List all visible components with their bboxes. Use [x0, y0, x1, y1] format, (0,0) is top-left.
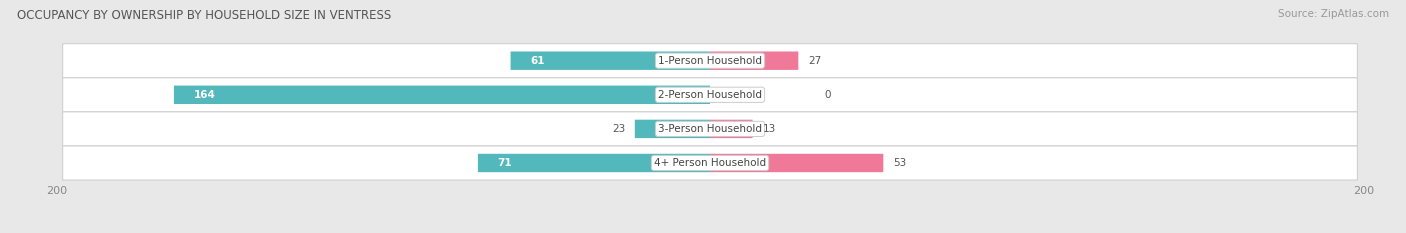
FancyBboxPatch shape [710, 51, 799, 70]
FancyBboxPatch shape [63, 112, 1357, 146]
FancyBboxPatch shape [63, 78, 1357, 112]
Text: 2-Person Household: 2-Person Household [658, 90, 762, 100]
FancyBboxPatch shape [710, 120, 752, 138]
Text: 23: 23 [612, 124, 626, 134]
Text: 71: 71 [498, 158, 512, 168]
Text: Source: ZipAtlas.com: Source: ZipAtlas.com [1278, 9, 1389, 19]
Text: 3-Person Household: 3-Person Household [658, 124, 762, 134]
Text: 13: 13 [762, 124, 776, 134]
FancyBboxPatch shape [63, 146, 1357, 180]
FancyBboxPatch shape [63, 44, 1357, 78]
Text: OCCUPANCY BY OWNERSHIP BY HOUSEHOLD SIZE IN VENTRESS: OCCUPANCY BY OWNERSHIP BY HOUSEHOLD SIZE… [17, 9, 391, 22]
Text: 27: 27 [808, 56, 821, 66]
FancyBboxPatch shape [478, 154, 710, 172]
FancyBboxPatch shape [510, 51, 710, 70]
FancyBboxPatch shape [710, 154, 883, 172]
Text: 164: 164 [194, 90, 215, 100]
Text: 61: 61 [530, 56, 544, 66]
Text: 0: 0 [824, 90, 831, 100]
Text: 4+ Person Household: 4+ Person Household [654, 158, 766, 168]
Text: 53: 53 [893, 158, 907, 168]
FancyBboxPatch shape [174, 86, 710, 104]
Text: 1-Person Household: 1-Person Household [658, 56, 762, 66]
FancyBboxPatch shape [636, 120, 710, 138]
